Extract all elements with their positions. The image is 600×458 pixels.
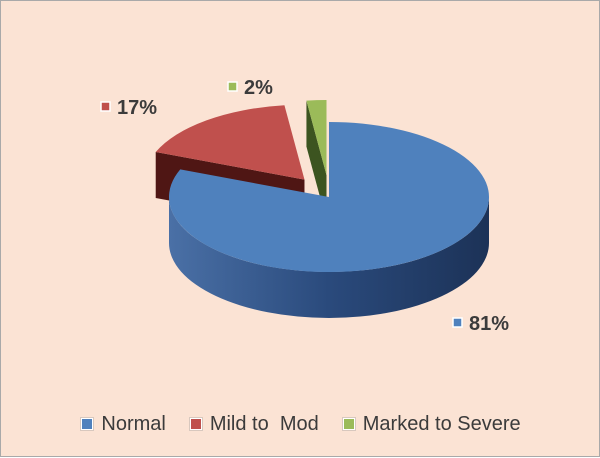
data-label-swatch-mild-to-mod [100,101,111,112]
pie-slice-top-mild-to-mod [155,105,305,180]
data-label-mild-to-mod: 17% [100,97,157,119]
data-label-swatch-normal [452,317,463,328]
legend-swatch-mild-to-mod [189,418,202,430]
pie-slice-cut-marked-to-severe [306,100,327,222]
legend-label-normal: Normal [101,412,166,435]
legend-item-normal: Normal [81,412,166,436]
data-label-text-mild-to-mod: 17% [117,97,157,119]
pie-slice-top-normal [169,121,490,273]
legend-label-marked-to-severe: Marked to Severe [362,412,521,435]
data-label-marked-to-severe: 2% [227,77,273,99]
data-label-text-marked-to-severe: 2% [244,77,273,99]
pie-slice-marked-to-severe [306,100,327,222]
data-label-swatch-marked-to-severe [227,81,238,92]
legend-item-mild-to-mod: Mild to Mod [189,412,319,436]
legend: Normal Mild to Mod Marked to Severe [1,409,600,439]
legend-swatch-normal [81,418,94,430]
legend-label-mild-to-mod: Mild to Mod [209,412,319,435]
pie-slice-normal [169,121,490,318]
legend-swatch-marked-to-severe [342,418,355,430]
pie-slice-top-marked-to-severe [306,100,327,176]
data-label-normal: 81% [452,313,509,335]
data-label-text-normal: 81% [469,313,509,335]
legend-item-marked-to-severe: Marked to Severe [342,412,521,436]
pie-slice-side-normal [169,197,489,318]
